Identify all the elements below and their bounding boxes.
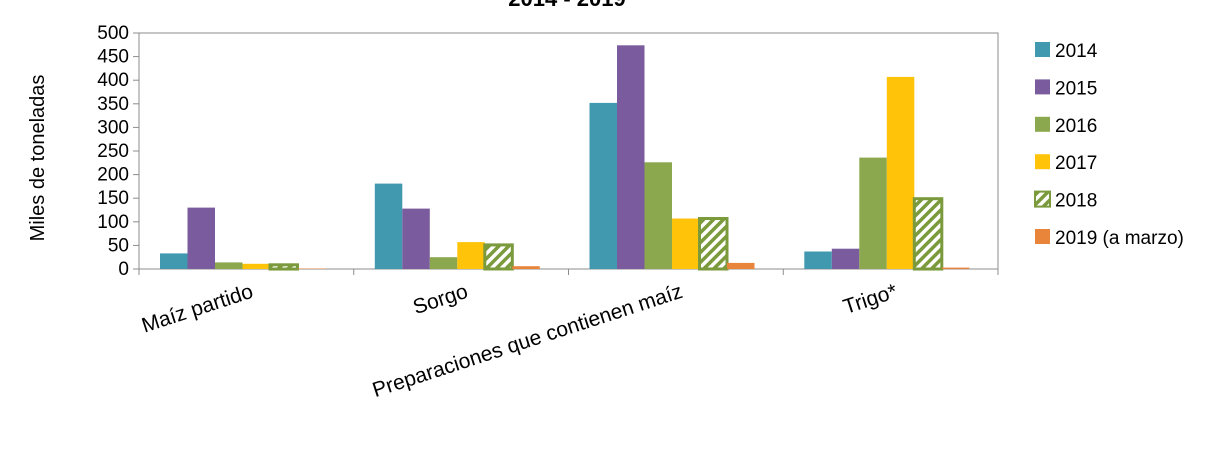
- y-tick-label: 250: [97, 141, 129, 162]
- y-tick-label: 300: [97, 117, 129, 138]
- legend-swatch: [1034, 190, 1051, 208]
- y-axis-label: Miles de toneladas: [27, 75, 49, 242]
- bar-2015-0: [187, 207, 215, 269]
- bar-2017-3: [886, 76, 915, 270]
- legend-swatch: [1035, 154, 1050, 170]
- bar-2019-a-marzo-0: [297, 268, 325, 269]
- bar-2018-2: [698, 217, 729, 271]
- y-tick-label: 400: [97, 70, 129, 91]
- legend: 2014 2015 2016 2017 2018 2019 (a marzo): [1034, 41, 1184, 249]
- y-tick-label: 100: [97, 212, 129, 233]
- bar-2016-2: [644, 162, 672, 269]
- bar-2015-2: [617, 45, 645, 270]
- x-category-label: Sorgo: [410, 280, 470, 319]
- bar-2019-a-marzo-3: [941, 267, 970, 270]
- y-tick-label: 200: [97, 165, 129, 186]
- bar-2015-1: [402, 208, 430, 270]
- y-tick-label: 450: [97, 47, 129, 68]
- legend-label: 2014: [1055, 41, 1098, 62]
- bar-2019-a-marzo-2: [727, 262, 755, 270]
- bar-2015-3: [831, 248, 860, 269]
- legend-swatch: [1035, 116, 1050, 132]
- y-tick-label: 500: [97, 23, 129, 44]
- bar-series: [160, 45, 970, 271]
- legend-label: 2019 (a marzo): [1055, 228, 1184, 249]
- bar-2016-1: [429, 257, 458, 269]
- bar-2018-1: [483, 243, 514, 271]
- bar-2017-0: [242, 263, 270, 269]
- bar-2014-1: [374, 183, 403, 270]
- bar-2014-0: [160, 253, 188, 269]
- y-tick-label: 150: [97, 188, 129, 209]
- legend-swatch: [1035, 42, 1050, 57]
- legend-label: 2018: [1055, 191, 1097, 212]
- legend-label: 2016: [1055, 116, 1097, 137]
- legend-label: 2015: [1055, 78, 1097, 99]
- y-tick-label: 50: [108, 235, 129, 256]
- bar-2016-0: [215, 262, 243, 270]
- y-tick-label: 350: [97, 94, 129, 115]
- bar-2017-1: [457, 242, 485, 270]
- bar-2014-2: [589, 102, 617, 270]
- bar-2019-a-marzo-1: [512, 266, 540, 270]
- bar-2014-3: [804, 251, 832, 269]
- legend-swatch: [1035, 79, 1050, 95]
- x-category-label: Trigo*: [840, 280, 900, 319]
- legend-swatch: [1035, 229, 1050, 244]
- bar-2018-3: [912, 197, 944, 271]
- y-tick-label: 0: [118, 259, 129, 280]
- bar-2018-0: [268, 263, 299, 271]
- chart-title: 2014 - 2019: [508, 0, 625, 11]
- bar-2016-3: [859, 157, 887, 269]
- legend-label: 2017: [1055, 153, 1097, 174]
- x-category-label: Maíz partido: [139, 280, 256, 338]
- bar-2017-2: [672, 218, 700, 270]
